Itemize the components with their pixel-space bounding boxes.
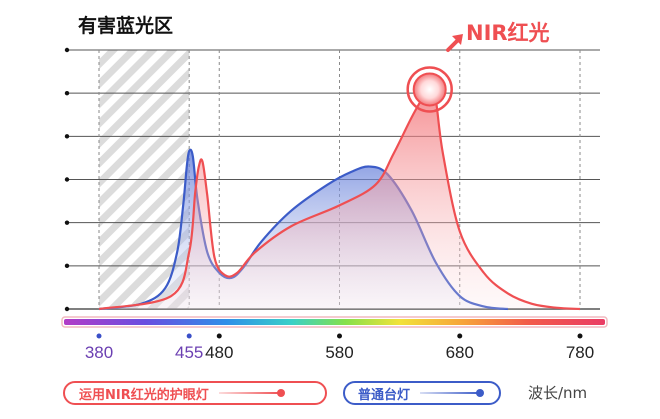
nir-label: NIR红光	[466, 21, 550, 45]
nir-peak-glow	[412, 72, 447, 107]
axis-dot	[64, 134, 70, 139]
x-tick-label: 455	[175, 343, 203, 362]
series-line-nir-lamp	[98, 90, 581, 311]
visible-spectrum-strip	[61, 316, 608, 328]
axis-dot	[64, 306, 70, 312]
x-tick-dot	[457, 333, 463, 339]
arrow-up-right-icon	[446, 34, 463, 52]
x-tick-dot	[337, 333, 342, 339]
series-area-nir-lamp	[99, 91, 580, 309]
legend-item-nir-lamp: 运用NIR红光的护眼灯	[63, 381, 327, 405]
legend-dot-blue	[476, 389, 485, 397]
x-tick-label: 580	[325, 343, 353, 362]
legend-line-blue	[420, 389, 485, 397]
x-axis-unit-label: 波长/nm	[528, 384, 588, 402]
chart-title: 有害蓝光区	[78, 14, 173, 37]
x-tick-dot	[216, 333, 222, 339]
x-tick-dot	[186, 333, 192, 339]
axis-dot	[64, 47, 70, 53]
axis-dot	[64, 177, 70, 182]
legend-label-nir-lamp: 运用NIR红光的护眼灯	[79, 387, 209, 403]
x-tick-label: 480	[205, 343, 233, 362]
nir-peak-callout: NIR红光	[406, 21, 550, 113]
x-tick-label: 780	[566, 343, 594, 362]
nir-peak-ring-outer	[406, 66, 453, 113]
axis-dot	[64, 263, 70, 269]
legend-line-red	[218, 389, 285, 397]
legend-item-ordinary-lamp: 普通台灯	[343, 381, 501, 405]
axis-dot	[64, 90, 70, 96]
x-tick-dot	[96, 333, 102, 339]
axis-dot	[64, 220, 70, 225]
x-tick-label: 380	[85, 343, 113, 362]
x-tick-label: 680	[446, 343, 474, 362]
x-tick-dot	[577, 333, 583, 339]
legend-dot-red	[276, 389, 285, 397]
legend-label-ordinary-lamp: 普通台灯	[358, 387, 411, 403]
